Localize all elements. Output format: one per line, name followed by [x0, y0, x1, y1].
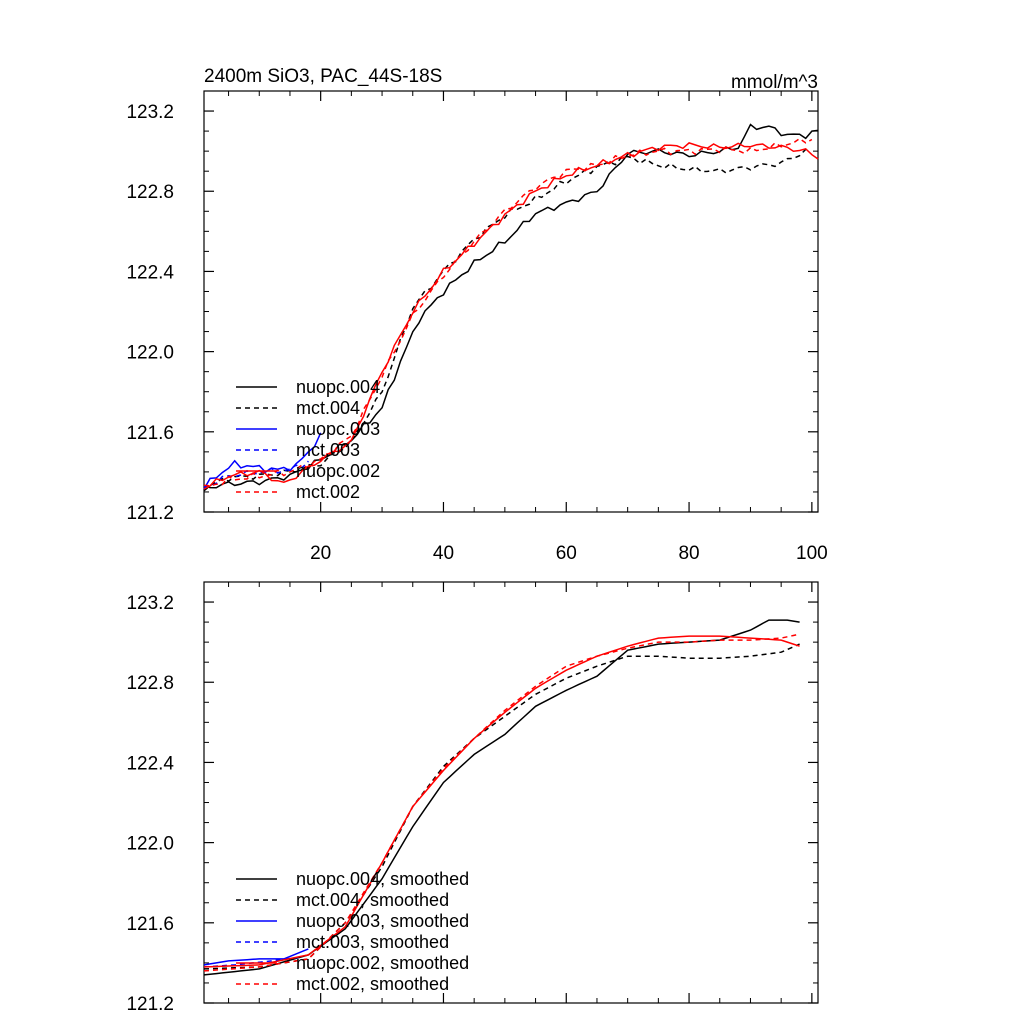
x-tick-label: 60 — [556, 543, 577, 564]
legend-label: mct.003, smoothed — [296, 932, 449, 952]
x-tick-label: 40 — [433, 543, 454, 564]
bottom-panel: 121.2 121.6 122.0 122.4 122.8 123.2 nuopc.004,… — [126, 581, 819, 1015]
series-line — [203, 619, 800, 976]
y-tick-label: 122.4 — [126, 262, 174, 283]
y-tick-label: 121.2 — [126, 503, 174, 524]
series-line — [203, 948, 309, 966]
plot-frame — [203, 581, 819, 1004]
legend-label: mct.003 — [296, 440, 360, 460]
y-tick-label: 122.4 — [126, 753, 174, 774]
top-panel: 121.2 121.6 122.0 122.4 122.8 123.2 20 40 60 80 10… — [126, 90, 828, 564]
series-line — [203, 432, 322, 490]
x-tick-label: 80 — [678, 543, 699, 564]
legend-label: nuopc.003, smoothed — [296, 911, 469, 931]
series-line — [203, 633, 800, 972]
series-line — [203, 635, 800, 968]
legend-label: nuopc.002 — [296, 461, 380, 481]
legend-label: mct.004 — [296, 398, 360, 418]
y-tick-label: 122.0 — [126, 343, 174, 364]
y-tick-label: 123.2 — [126, 102, 174, 123]
y-tick-label: 122.8 — [126, 673, 174, 694]
series-line — [203, 643, 800, 970]
series-line — [203, 137, 813, 487]
series-line — [203, 148, 807, 492]
series-line — [203, 460, 309, 488]
legend-label: mct.002 — [296, 482, 360, 502]
y-tick-label: 123.2 — [126, 593, 174, 614]
y-tick-label: 121.6 — [126, 914, 174, 935]
legend-label: nuopc.004 — [296, 377, 380, 397]
y-tick-label: 121.6 — [126, 423, 174, 444]
series-line — [203, 123, 819, 489]
legend-label: nuopc.003 — [296, 419, 380, 439]
legend-label: nuopc.002, smoothed — [296, 953, 469, 973]
plot-frame — [203, 90, 819, 513]
chart-title: 2400m SiO3, PAC_44S-18S — [204, 66, 442, 87]
legend-label: nuopc.004, smoothed — [296, 869, 469, 889]
x-tick-label: 100 — [796, 543, 828, 564]
y-tick-label: 122.0 — [126, 834, 174, 855]
y-tick-label: 122.8 — [126, 182, 174, 203]
x-tick-label: 20 — [310, 543, 331, 564]
units-label: mmol/m^3 — [731, 72, 818, 93]
y-tick-label: 121.2 — [126, 994, 174, 1015]
legend-label: mct.004, smoothed — [296, 890, 449, 910]
legend-label: mct.002, smoothed — [296, 974, 449, 994]
